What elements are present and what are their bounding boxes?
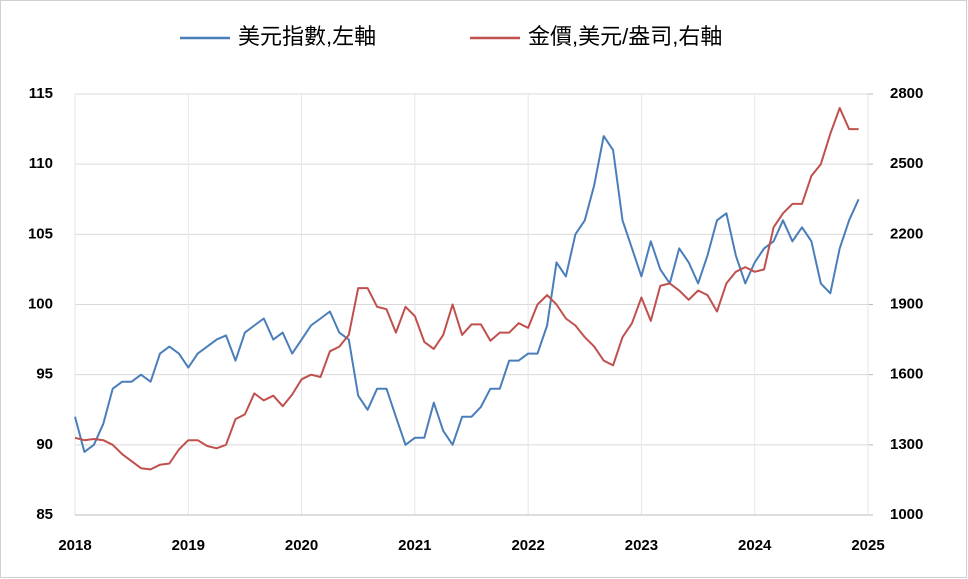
y2-tick-label: 2200 [890,225,923,242]
x-tick-label: 2019 [172,537,205,554]
y-tick-label: 95 [36,366,53,383]
data-line [74,135,860,453]
y-tick-label: 105 [28,225,53,242]
x-tick-label: 2022 [511,537,544,554]
y-tick-label: 115 [29,85,53,102]
y-tick-label: 100 [28,295,53,312]
x-tick-label: 2020 [285,537,318,554]
y2-tick-label: 2800 [890,85,923,102]
x-tick-label: 2021 [398,537,431,554]
y2-tick-label: 2500 [890,155,923,172]
x-tick-label: 2025 [851,537,884,554]
y2-tick-label: 1000 [890,506,923,523]
y2-tick-label: 1600 [890,366,923,383]
legend-label: 金價,美元/盎司,右軸 [528,24,722,49]
data-line [74,107,859,471]
x-tick-label: 2018 [58,537,91,554]
legend-label: 美元指數,左軸 [238,24,376,49]
y2-tick-label: 1300 [890,436,923,453]
y2-tick-label: 1900 [890,295,923,312]
y-tick-label: 90 [36,436,53,453]
y-tick-label: 85 [36,506,53,523]
x-tick-label: 2024 [738,537,772,554]
y-tick-label: 110 [29,155,53,172]
x-tick-label: 2023 [625,537,658,554]
